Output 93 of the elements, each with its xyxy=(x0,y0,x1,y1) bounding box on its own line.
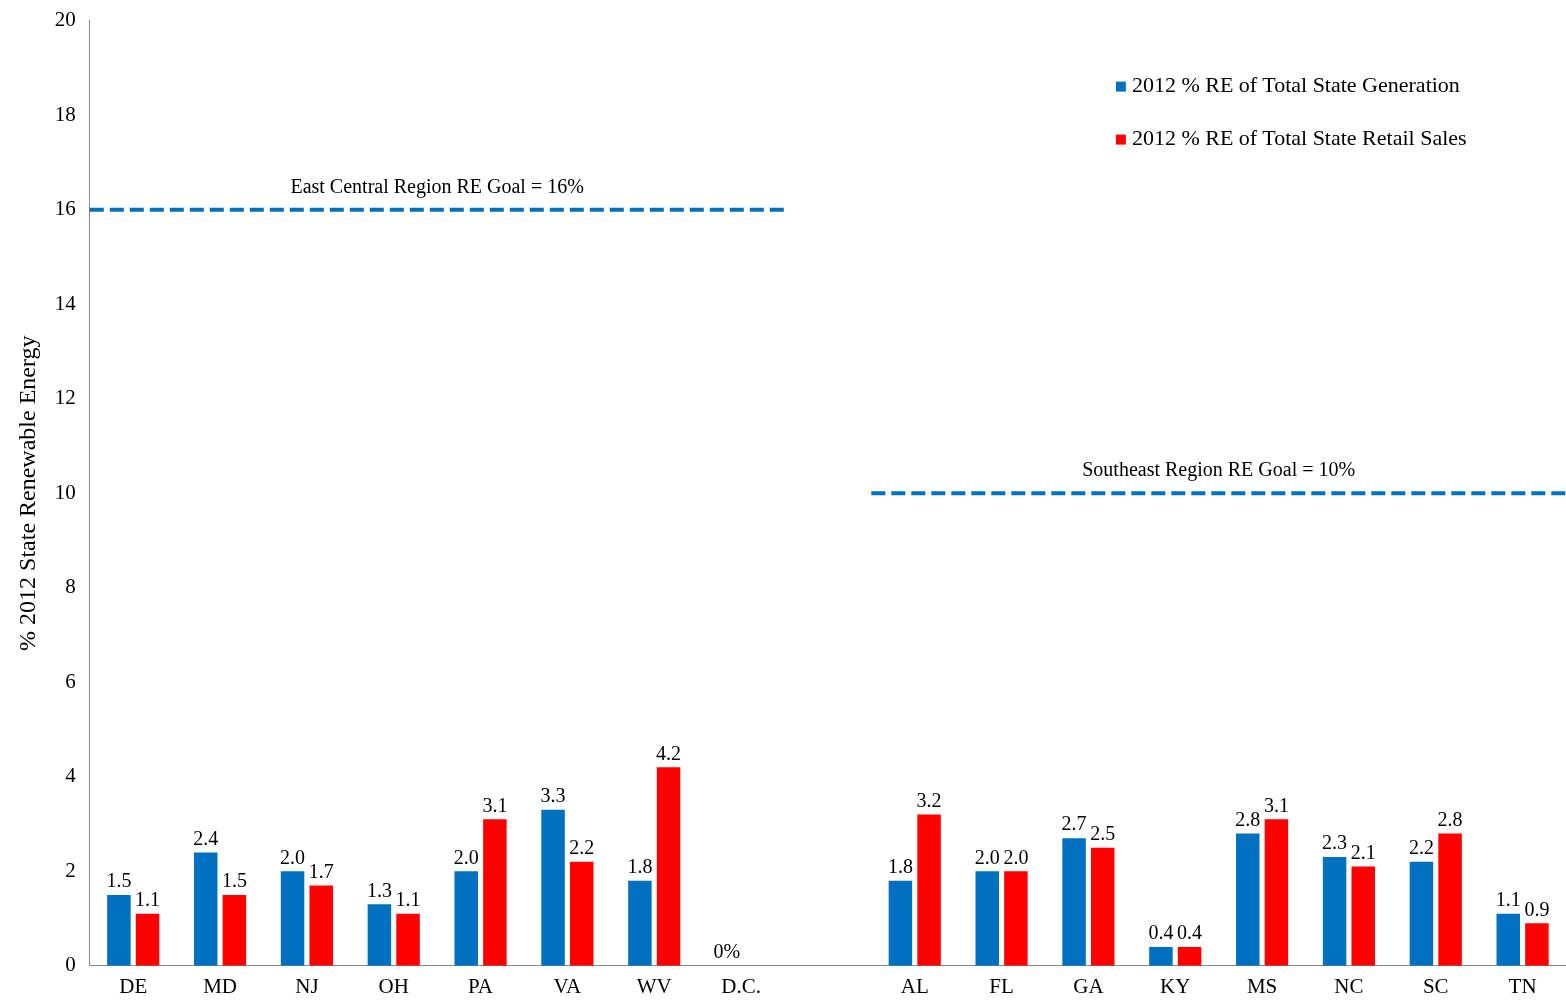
y-tick-label: 0 xyxy=(65,952,76,977)
data-label: 0% xyxy=(713,940,741,963)
data-label: 2.2 xyxy=(569,836,595,859)
data-label: 2.1 xyxy=(1350,840,1376,863)
bar xyxy=(1351,866,1375,966)
bar xyxy=(309,885,333,966)
bar xyxy=(656,767,681,966)
bar xyxy=(107,894,131,966)
bar xyxy=(1409,861,1434,966)
y-tick-label: 20 xyxy=(54,7,76,32)
ref-line-label: East Central Region RE Goal = 16% xyxy=(290,174,584,198)
y-tick-label: 2 xyxy=(65,857,76,882)
bar xyxy=(135,913,160,966)
x-tick-label: OH xyxy=(378,973,409,998)
x-tick-label: MD xyxy=(203,973,237,998)
data-label: 1.3 xyxy=(366,878,392,901)
bar xyxy=(975,871,999,966)
data-label: 1.8 xyxy=(887,854,913,877)
data-label: 0.4 xyxy=(1148,921,1174,944)
data-label: 1.8 xyxy=(627,854,653,877)
x-tick-label: VA xyxy=(553,973,583,998)
data-label: 1.5 xyxy=(106,869,132,892)
bar xyxy=(367,904,392,966)
bar xyxy=(628,880,652,966)
data-label: 2.0 xyxy=(974,845,1000,868)
bar xyxy=(888,880,913,966)
bar xyxy=(569,861,594,966)
data-label: 3.2 xyxy=(916,788,942,811)
y-axis-title: % 2012 State Renewable Energy xyxy=(13,335,40,651)
data-label: 2.0 xyxy=(280,845,306,868)
y-tick-label: 16 xyxy=(54,196,76,221)
bar xyxy=(1322,857,1347,966)
y-tick-label: 10 xyxy=(54,479,76,504)
bar xyxy=(541,809,565,966)
bar xyxy=(1496,913,1520,966)
data-label: 2.7 xyxy=(1061,812,1087,835)
data-label: 0.9 xyxy=(1524,897,1550,920)
data-label: 2.0 xyxy=(1003,845,1029,868)
data-label: 0.4 xyxy=(1177,921,1203,944)
bar xyxy=(222,894,247,966)
y-tick-label: 12 xyxy=(54,385,76,410)
data-label: 1.1 xyxy=(135,888,161,911)
bar xyxy=(280,871,305,966)
data-label: 2.5 xyxy=(1090,821,1116,844)
x-tick-label: DE xyxy=(119,973,148,998)
x-tick-label: FL xyxy=(989,973,1014,998)
legend-label: 2012 % RE of Total State Retail Sales xyxy=(1131,125,1467,151)
x-tick-label: SC xyxy=(1422,973,1449,998)
data-label: 2.8 xyxy=(1437,807,1463,830)
y-tick-label: 14 xyxy=(54,290,77,315)
data-label: 2.2 xyxy=(1408,836,1434,859)
x-tick-label: NC xyxy=(1334,973,1364,998)
bar xyxy=(1062,838,1086,966)
bar xyxy=(917,814,941,966)
x-tick-label: PA xyxy=(468,973,494,998)
bar xyxy=(193,852,218,966)
x-tick-label: TN xyxy=(1508,973,1537,998)
bar xyxy=(396,913,420,966)
y-tick-label: 4 xyxy=(65,763,77,788)
y-tick-label: 8 xyxy=(65,574,76,599)
data-label: 3.1 xyxy=(482,793,508,816)
bar xyxy=(1090,847,1115,966)
data-label: 3.3 xyxy=(540,784,566,807)
bar xyxy=(1438,833,1462,966)
bar xyxy=(1236,833,1260,966)
data-label: 1.5 xyxy=(221,869,247,892)
bar xyxy=(1525,923,1549,966)
data-label: 2.3 xyxy=(1322,831,1348,854)
data-label: 2.4 xyxy=(193,826,219,849)
data-label: 2.0 xyxy=(453,845,479,868)
x-tick-label: GA xyxy=(1073,973,1105,998)
bar xyxy=(1177,946,1202,966)
data-label: 3.1 xyxy=(1263,793,1289,816)
bar xyxy=(454,871,478,966)
data-label: 1.7 xyxy=(308,859,334,882)
x-tick-label: KY xyxy=(1160,973,1191,998)
legend-label: 2012 % RE of Total State Generation xyxy=(1131,72,1460,98)
bar xyxy=(1004,871,1028,966)
data-label: 1.1 xyxy=(1495,888,1521,911)
y-tick-label: 6 xyxy=(65,668,76,693)
ref-line-label: Southeast Region RE Goal = 10% xyxy=(1082,458,1356,482)
x-tick-label: WV xyxy=(636,973,672,998)
data-label: 1.1 xyxy=(395,888,421,911)
x-tick-label: NJ xyxy=(295,973,319,998)
data-label: 2.8 xyxy=(1235,807,1261,830)
bar xyxy=(1149,946,1173,966)
x-tick-label: D.C. xyxy=(721,973,761,998)
bar xyxy=(483,819,507,966)
bar xyxy=(1264,819,1289,966)
y-tick-label: 18 xyxy=(54,101,76,126)
x-tick-label: AL xyxy=(900,973,929,998)
data-label: 4.2 xyxy=(656,741,682,764)
x-tick-label: MS xyxy=(1246,973,1278,998)
